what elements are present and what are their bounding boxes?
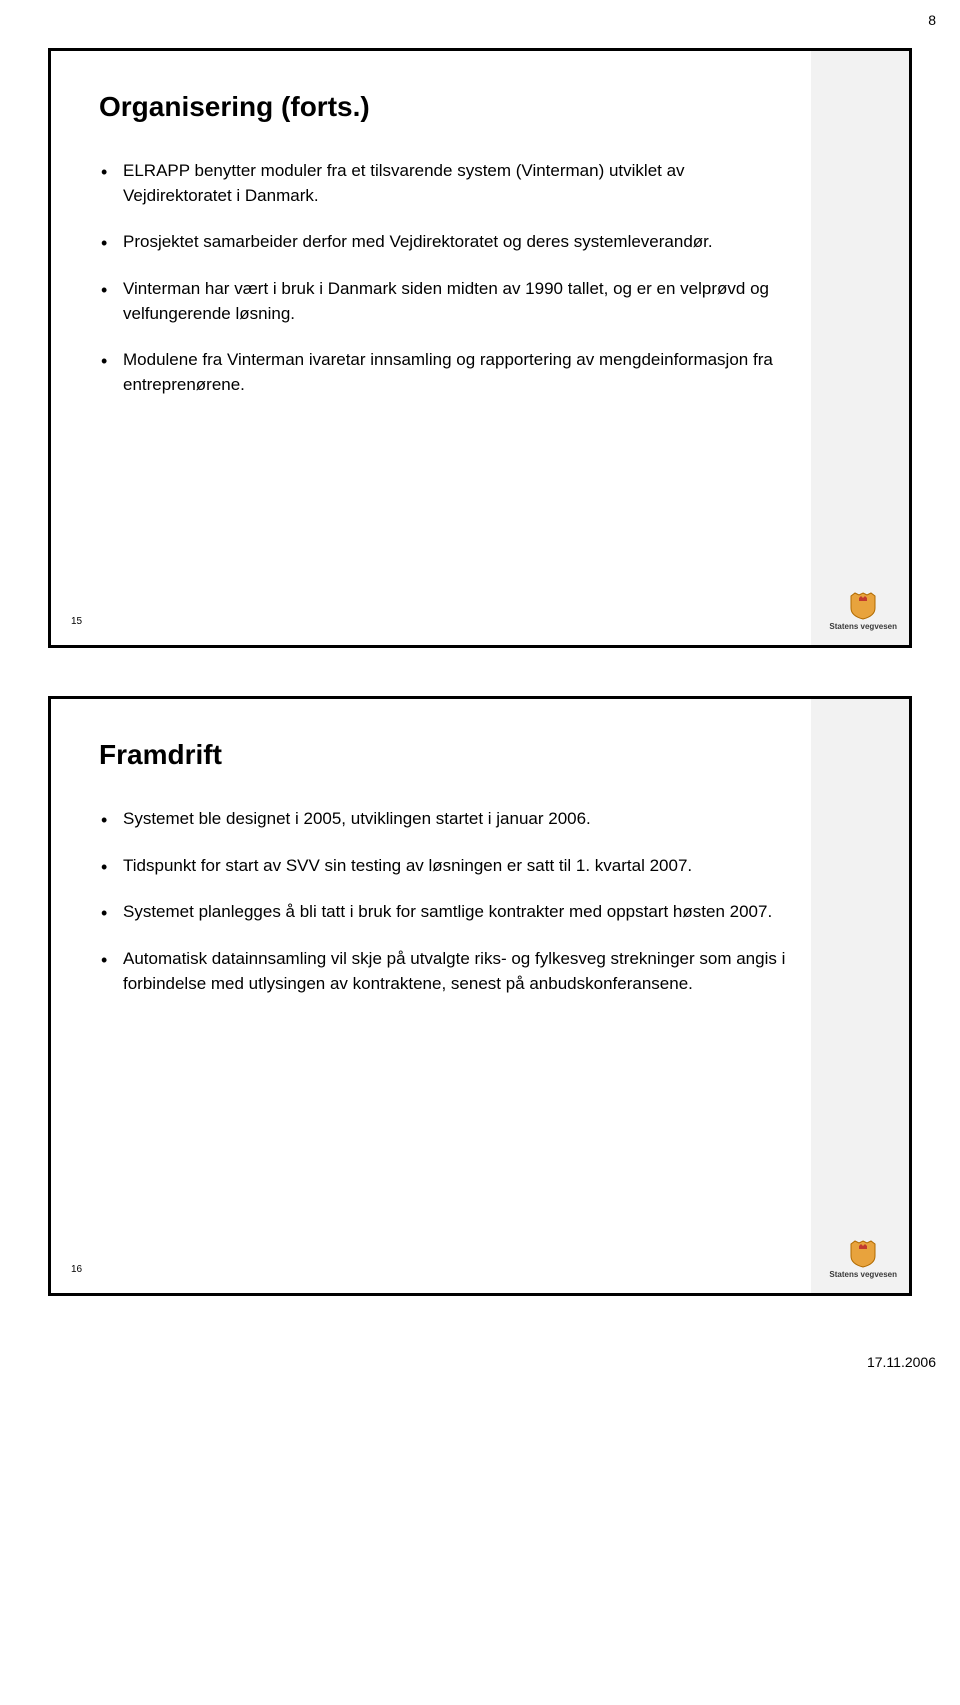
logo-text: Statens vegvesen [829, 1270, 897, 1279]
bullet-item: Vinterman har vært i bruk i Danmark side… [99, 277, 789, 326]
shield-icon [850, 592, 876, 620]
slide: Organisering (forts.) ELRAPP benytter mo… [48, 48, 912, 648]
bullet-item: ELRAPP benytter moduler fra et tilsvaren… [99, 159, 789, 208]
logo: Statens vegvesen [829, 592, 897, 631]
bullet-item: Modulene fra Vinterman ivaretar innsamli… [99, 348, 789, 397]
slide: Framdrift Systemet ble designet i 2005, … [48, 696, 912, 1296]
shield-icon [850, 1240, 876, 1268]
slide-title: Framdrift [99, 739, 789, 771]
slide-sidebar [811, 699, 909, 1293]
bullet-item: Automatisk datainnsamling vil skje på ut… [99, 947, 789, 996]
slide-title: Organisering (forts.) [99, 91, 789, 123]
slide-number: 15 [71, 616, 82, 627]
bullet-item: Systemet planlegges å bli tatt i bruk fo… [99, 900, 789, 925]
logo-text: Statens vegvesen [829, 622, 897, 631]
bullet-item: Tidspunkt for start av SVV sin testing a… [99, 854, 789, 879]
logo: Statens vegvesen [829, 1240, 897, 1279]
slides-wrapper: Organisering (forts.) ELRAPP benytter mo… [0, 28, 960, 1354]
page-number-top: 8 [0, 0, 960, 28]
slide-number: 16 [71, 1264, 82, 1275]
footer-date: 17.11.2006 [0, 1354, 960, 1386]
slide-sidebar [811, 51, 909, 645]
bullet-list: Systemet ble designet i 2005, utviklinge… [99, 807, 789, 996]
bullet-item: Systemet ble designet i 2005, utviklinge… [99, 807, 789, 832]
bullet-list: ELRAPP benytter moduler fra et tilsvaren… [99, 159, 789, 397]
bullet-item: Prosjektet samarbeider derfor med Vejdir… [99, 230, 789, 255]
